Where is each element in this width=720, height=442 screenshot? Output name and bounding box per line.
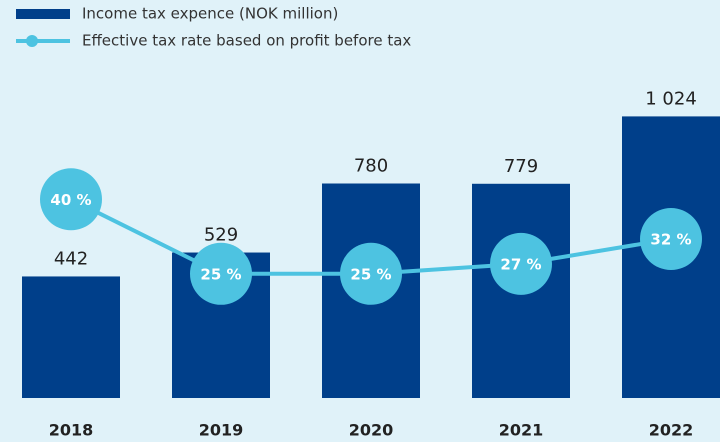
point (490, 232, 552, 295)
data-label: 442 (54, 248, 88, 269)
x-tick-label: 2022 (649, 421, 694, 440)
point (340, 242, 402, 305)
point (640, 208, 702, 271)
legend-label: Income tax expence (NOK million) (82, 5, 338, 23)
point (40, 168, 102, 231)
data-label: 25 % (200, 265, 241, 283)
legend-label: Effective tax rate based on profit befor… (82, 32, 411, 50)
legend-swatch (26, 35, 38, 47)
point (190, 242, 252, 305)
x-tick-label: 2019 (199, 421, 244, 440)
data-label: 27 % (500, 255, 541, 273)
x-tick-label: 2018 (49, 421, 94, 440)
x-tick-label: 2020 (349, 421, 394, 440)
data-label: 32 % (650, 231, 691, 249)
data-label: 25 % (350, 265, 391, 283)
bar (22, 276, 120, 398)
data-label: 529 (204, 225, 238, 246)
data-label: 1 024 (645, 88, 697, 109)
data-label: 779 (504, 156, 538, 177)
x-tick-label: 2021 (499, 421, 544, 440)
legend-swatch (16, 9, 70, 19)
data-label: 780 (354, 156, 388, 177)
data-label: 40 % (50, 191, 91, 209)
